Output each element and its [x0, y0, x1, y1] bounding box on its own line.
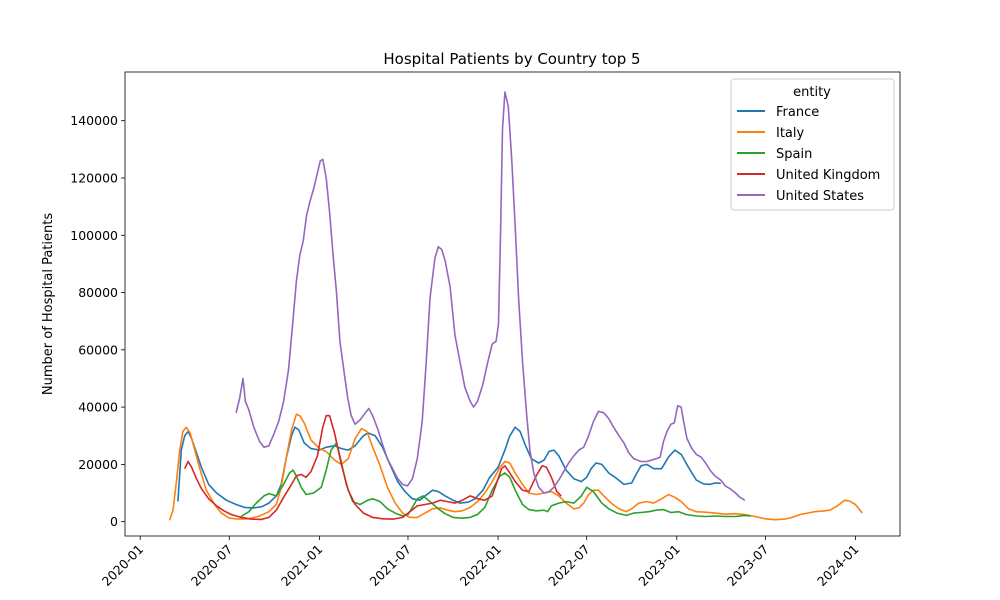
x-tick-label: 2021-01: [278, 542, 326, 590]
y-tick-label: 60000: [78, 342, 118, 357]
x-tick-label: 2021-07: [367, 542, 415, 590]
series-layer: [168, 91, 863, 521]
x-axis: 2020-01 2020-07 2021-01 2021-07 2022-01 2022-…: [99, 536, 862, 589]
series-line-united-kingdom: [183, 414, 562, 521]
x-tick-label: 2022-07: [545, 542, 593, 590]
x-tick-label: 2023-07: [724, 542, 772, 590]
legend: entity France Italy Spain United Kingdom Uni…: [730, 78, 895, 211]
y-tick-label: 40000: [78, 400, 118, 415]
y-tick-label: 80000: [78, 285, 118, 300]
y-tick-label: 100000: [70, 228, 118, 243]
x-tick-label: 2020-01: [99, 542, 147, 590]
x-tick-label: 2020-07: [188, 542, 236, 590]
y-tick-label: 140000: [70, 113, 118, 128]
legend-label-france: France: [776, 105, 819, 120]
series-line-spain: [240, 442, 751, 519]
legend-box: [730, 78, 895, 211]
legend-label-spain: Spain: [776, 147, 812, 162]
y-axis-title: Number of Hospital Patients: [41, 213, 56, 395]
x-tick-label: 2022-01: [457, 542, 505, 590]
plot-frame: [124, 71, 901, 537]
legend-entries: France Italy Spain United Kingdom United Sta…: [737, 105, 880, 204]
chart-title: Hospital Patients by Country top 5: [383, 50, 640, 68]
series-line-united-states: [235, 91, 746, 501]
legend-label-united-states: United States: [776, 189, 864, 204]
legend-label-italy: Italy: [776, 126, 805, 141]
y-tick-label: 0: [110, 514, 118, 529]
y-axis: 0 20000 40000 60000 80000 100000 120000 140000: [70, 113, 125, 529]
y-tick-label: 20000: [78, 457, 118, 472]
legend-label-united-kingdom: United Kingdom: [776, 168, 880, 183]
x-tick-label: 2024-01: [814, 542, 862, 590]
x-tick-label: 2023-01: [635, 542, 683, 590]
legend-title: entity: [793, 85, 831, 100]
series-line-italy: [168, 413, 863, 521]
series-line-france: [177, 426, 721, 509]
y-tick-label: 120000: [70, 170, 118, 185]
